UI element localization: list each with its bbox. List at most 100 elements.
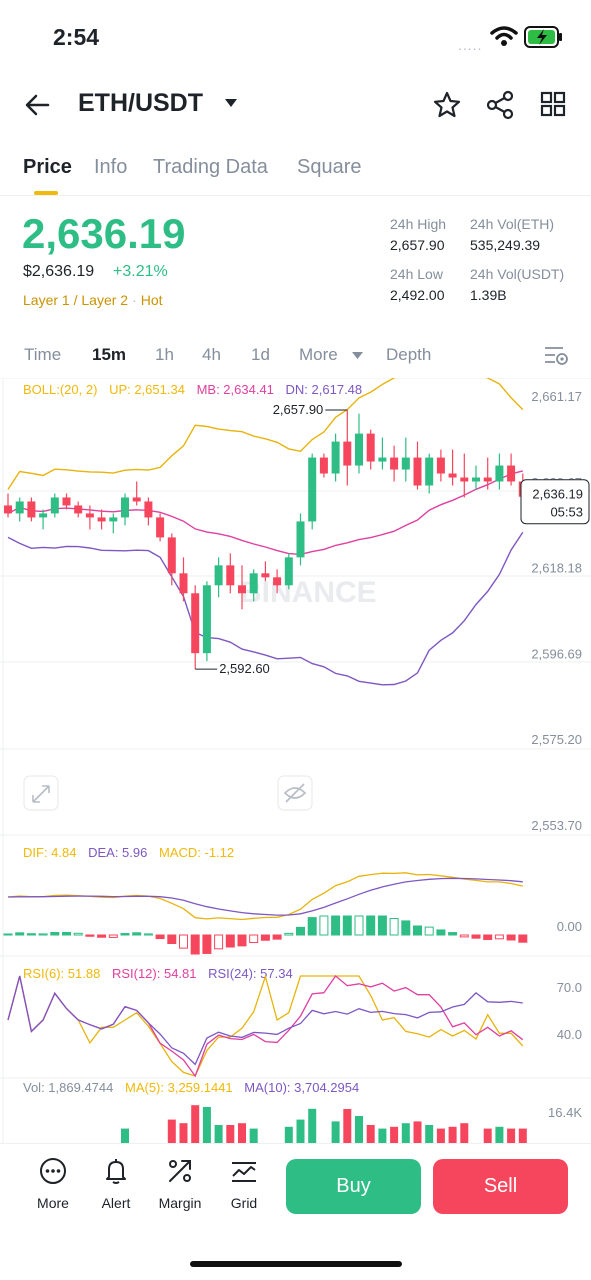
tab-trading-data[interactable]: Trading Data bbox=[153, 156, 268, 178]
volume-bar bbox=[226, 1125, 235, 1143]
volume-bar bbox=[284, 1126, 293, 1143]
macd-histogram-bar bbox=[436, 929, 446, 936]
candlestick-chart[interactable]: 2,661.172,639.672,618.182,596.692,575.20… bbox=[0, 378, 591, 1143]
candle-countdown: 05:53 bbox=[550, 505, 583, 520]
bottom-action-bar: More Alert Margin Grid Buy Sell bbox=[0, 1143, 591, 1280]
high-marker-label: 2,657.90 bbox=[273, 402, 324, 417]
volume-bar bbox=[366, 1125, 375, 1143]
nav-alert[interactable]: Alert bbox=[86, 1156, 146, 1211]
macd-histogram-bar bbox=[26, 933, 36, 936]
tf-15m[interactable]: 15m bbox=[92, 345, 127, 364]
nav-margin[interactable]: Margin bbox=[150, 1156, 210, 1211]
vol-usdt-value: 1.39B bbox=[470, 287, 507, 303]
tag-hot[interactable]: Hot bbox=[140, 292, 163, 308]
layout-grid-icon[interactable] bbox=[540, 91, 566, 117]
macd-histogram-bar bbox=[518, 934, 528, 943]
rsi-axis-label-high: 70.0 bbox=[557, 980, 582, 995]
volume-bar bbox=[121, 1128, 129, 1143]
grid-trading-icon bbox=[232, 1162, 256, 1182]
price-axis-label: 2,661.17 bbox=[531, 389, 582, 404]
nav-more[interactable]: More bbox=[23, 1156, 83, 1211]
timeframe-selector: Time 15m 1h 4h 1d More Depth bbox=[0, 335, 591, 377]
candle-body bbox=[238, 585, 246, 594]
macd-histogram-bar bbox=[284, 932, 294, 936]
candle-body bbox=[308, 457, 317, 522]
candle-body bbox=[97, 517, 106, 522]
chart-settings-icon[interactable] bbox=[543, 344, 569, 366]
more-caret-icon[interactable] bbox=[352, 352, 363, 360]
candle-body bbox=[296, 521, 305, 558]
macd-histogram-bar bbox=[506, 934, 516, 941]
tab-price[interactable]: Price bbox=[23, 156, 72, 178]
tf-1d[interactable]: 1d bbox=[251, 345, 270, 364]
boll-legend: BOLL:(20, 2) UP: 2,651.34 MB: 2,634.41 D… bbox=[23, 382, 370, 397]
nav-grid[interactable]: Grid bbox=[214, 1156, 274, 1211]
price-axis-label: 2,575.20 bbox=[531, 732, 582, 747]
candle-body bbox=[4, 505, 12, 514]
favorite-star-icon[interactable] bbox=[432, 90, 462, 120]
pair-dropdown-caret-icon[interactable] bbox=[224, 98, 238, 108]
back-arrow-icon[interactable] bbox=[24, 91, 52, 119]
macd-dif: DIF: 4.84 bbox=[23, 845, 77, 860]
macd-histogram-bar bbox=[15, 932, 25, 936]
candle-body bbox=[214, 565, 223, 586]
macd-histogram-bar bbox=[155, 934, 165, 940]
volume-bar bbox=[296, 1119, 305, 1143]
macd-histogram-bar bbox=[190, 934, 200, 955]
candle-body bbox=[132, 497, 141, 502]
tag-layer[interactable]: Layer 1 / Layer 2 bbox=[23, 292, 129, 308]
macd-histogram-bar bbox=[73, 932, 83, 936]
candle-body bbox=[460, 477, 469, 482]
tf-depth[interactable]: Depth bbox=[386, 345, 432, 364]
vol-ma5: MA(5): 3,259.1441 bbox=[124, 1080, 233, 1095]
vol-legend: Vol: 1,869.4744 MA(5): 3,259.1441 MA(10)… bbox=[23, 1080, 367, 1095]
tf-1h[interactable]: 1h bbox=[155, 345, 174, 364]
rsi24-line bbox=[7, 975, 523, 1066]
macd-histogram-bar bbox=[237, 934, 247, 947]
volume-bar bbox=[495, 1126, 504, 1143]
boll-middle-line bbox=[7, 470, 523, 556]
wifi-icon bbox=[490, 26, 518, 46]
rsi-12: RSI(12): 54.81 bbox=[111, 966, 197, 981]
candle-body bbox=[366, 433, 375, 462]
volume-bar bbox=[436, 1128, 445, 1143]
candle-body bbox=[191, 593, 200, 654]
volume-bar bbox=[167, 1119, 176, 1143]
boll-params: BOLL:(20, 2) bbox=[23, 382, 98, 397]
share-icon[interactable] bbox=[485, 90, 515, 120]
boll-lower-line bbox=[7, 531, 524, 686]
macd-histogram-bar bbox=[483, 934, 493, 940]
volume-bar bbox=[238, 1123, 246, 1143]
eye-off-icon bbox=[283, 783, 307, 803]
macd-dea-line bbox=[7, 877, 523, 916]
nav-more-label: More bbox=[37, 1195, 69, 1211]
status-bar: 2:54 ..... bbox=[0, 0, 591, 76]
macd-histogram-bar bbox=[108, 934, 118, 938]
sell-button[interactable]: Sell bbox=[433, 1159, 568, 1214]
pair-title[interactable]: ETH/USDT bbox=[78, 89, 203, 117]
active-tab-indicator bbox=[34, 191, 58, 195]
volume-bar bbox=[308, 1108, 317, 1143]
high-24h-value: 2,657.90 bbox=[390, 237, 445, 253]
candle-body bbox=[74, 505, 83, 514]
volume-bar bbox=[343, 1108, 352, 1143]
tf-more[interactable]: More bbox=[299, 345, 338, 364]
tab-info[interactable]: Info bbox=[94, 156, 128, 178]
bell-icon bbox=[106, 1159, 126, 1184]
macd-histogram-bar bbox=[214, 934, 224, 950]
tf-4h[interactable]: 4h bbox=[202, 345, 221, 364]
tf-time[interactable]: Time bbox=[24, 345, 62, 364]
battery-charging-icon bbox=[524, 26, 562, 48]
candle-body bbox=[156, 517, 165, 538]
main-tabs: Price Info Trading Data Square bbox=[0, 146, 591, 196]
nav-alert-label: Alert bbox=[101, 1195, 131, 1211]
buy-button[interactable]: Buy bbox=[286, 1159, 421, 1214]
candle-body bbox=[27, 501, 36, 518]
macd-histogram-bar bbox=[354, 915, 364, 936]
tab-square[interactable]: Square bbox=[297, 156, 362, 178]
price-summary: 2,636.19 $2,636.19 +3.21% Layer 1 / Laye… bbox=[0, 205, 591, 320]
price-axis-label: 2,618.18 bbox=[531, 561, 582, 576]
macd-axis-label: 0.00 bbox=[557, 919, 582, 934]
candle-body bbox=[355, 433, 363, 466]
candle-body bbox=[331, 441, 340, 474]
